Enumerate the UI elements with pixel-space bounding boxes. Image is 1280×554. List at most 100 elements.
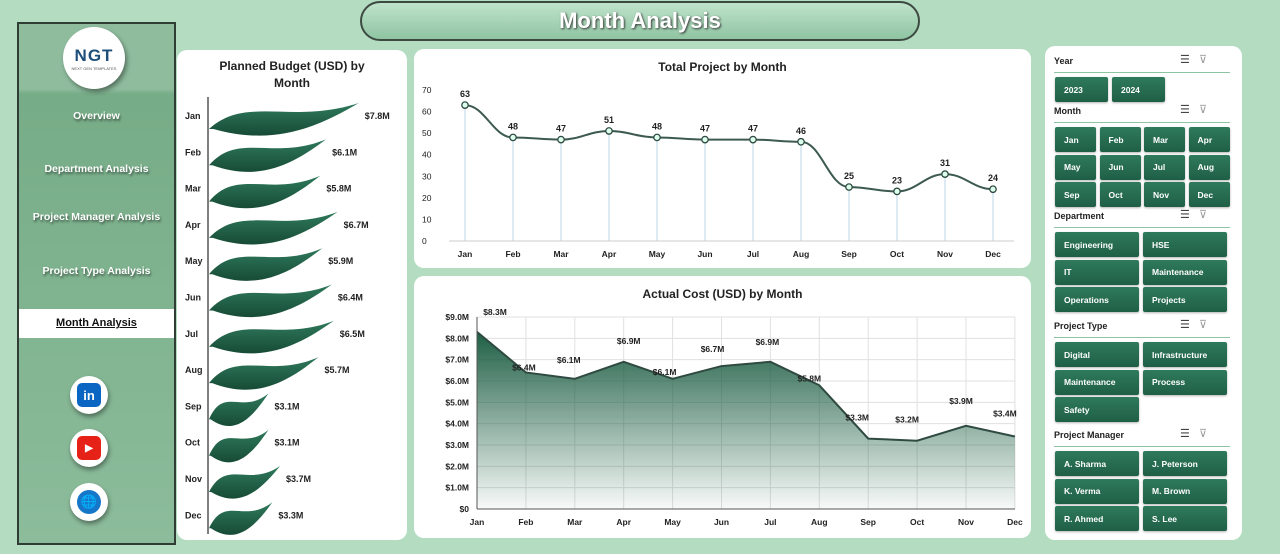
slicer-divider xyxy=(1054,227,1230,228)
multi-select-icon[interactable]: ☰ xyxy=(1180,209,1190,221)
slicer-item[interactable]: Jan xyxy=(1055,127,1096,152)
website-button[interactable]: 🌐 xyxy=(70,483,108,521)
budget-bar xyxy=(209,357,319,390)
clear-filter-icon[interactable]: ⊽ xyxy=(1199,428,1208,440)
x-tick-label: Jul xyxy=(747,249,759,259)
x-tick-label: Jun xyxy=(714,517,729,527)
data-point xyxy=(893,187,901,196)
nav-department-analysis[interactable]: Department Analysis xyxy=(44,163,149,175)
budget-month-label: Sep xyxy=(185,401,202,411)
data-point xyxy=(701,135,709,144)
slicer-item[interactable]: May xyxy=(1055,154,1096,180)
x-tick-label: May xyxy=(649,249,666,259)
slicer-item[interactable]: 2024 xyxy=(1112,77,1165,102)
budget-bar xyxy=(209,139,327,172)
x-tick-label: Mar xyxy=(567,517,583,527)
slicer-item[interactable]: Dec xyxy=(1188,182,1230,208)
clear-filter-icon[interactable]: ⊽ xyxy=(1199,104,1208,116)
data-label: 47 xyxy=(700,124,710,134)
data-label: 48 xyxy=(508,121,518,131)
slicer-item[interactable]: Oct xyxy=(1099,182,1141,208)
slicer-item[interactable]: Digital xyxy=(1055,342,1139,367)
nav-project-manager-analysis[interactable]: Project Manager Analysis xyxy=(32,211,161,223)
slicer-item[interactable]: R. Ahmed xyxy=(1055,506,1139,532)
nav-project-type-analysis[interactable]: Project Type Analysis xyxy=(42,265,151,277)
y-tick-label: 20 xyxy=(422,193,432,203)
slicer-divider xyxy=(1054,72,1230,73)
x-tick-label: Aug xyxy=(793,249,810,259)
budget-bar xyxy=(209,502,273,535)
x-tick-label: Dec xyxy=(1007,517,1023,527)
budget-bar xyxy=(209,248,323,281)
slicer-item[interactable]: HSE xyxy=(1143,232,1227,257)
budget-month-label: Jul xyxy=(185,329,198,339)
budget-value-label: $6.1M xyxy=(332,147,357,157)
slicer-item[interactable]: Projects xyxy=(1143,287,1227,313)
slicer-item[interactable]: K. Verma xyxy=(1055,478,1139,504)
clear-filter-icon[interactable]: ⊽ xyxy=(1199,209,1208,221)
slicer-item[interactable]: Engineering xyxy=(1055,232,1139,257)
x-tick-label: Mar xyxy=(553,249,569,259)
globe-icon: 🌐 xyxy=(77,490,101,514)
slicer-item[interactable]: Jul xyxy=(1144,154,1185,180)
nav-month-analysis[interactable]: Month Analysis xyxy=(19,309,174,338)
data-point xyxy=(797,137,805,146)
y-tick-label: $1.0M xyxy=(445,483,469,493)
data-label: 47 xyxy=(748,124,758,134)
slicer-item[interactable]: IT xyxy=(1055,259,1139,285)
slicer-divider xyxy=(1054,337,1230,338)
data-point xyxy=(605,127,613,135)
linkedin-button[interactable]: in xyxy=(70,376,108,414)
slicer-item[interactable]: Feb xyxy=(1099,127,1141,152)
slicer-item[interactable]: M. Brown xyxy=(1143,478,1227,504)
budget-month-label: Aug xyxy=(185,365,203,375)
budget-bar xyxy=(209,175,321,209)
youtube-button[interactable]: ▶ xyxy=(70,429,108,467)
slicer-item[interactable]: Maintenance xyxy=(1055,369,1139,395)
budget-month-label: Feb xyxy=(185,147,202,157)
clear-filter-icon[interactable]: ⊽ xyxy=(1199,319,1208,331)
data-point xyxy=(989,185,997,194)
data-label: 63 xyxy=(460,89,470,99)
multi-select-icon[interactable]: ☰ xyxy=(1180,428,1190,440)
data-point xyxy=(509,133,517,142)
budget-value-label: $6.7M xyxy=(344,220,369,230)
budget-month-label: Mar xyxy=(185,184,202,194)
slicer-item[interactable]: Aug xyxy=(1188,154,1230,180)
y-tick-label: 70 xyxy=(422,85,432,95)
multi-select-icon[interactable]: ☰ xyxy=(1180,54,1190,66)
slicer-item[interactable]: Safety xyxy=(1055,397,1139,423)
y-tick-label: 30 xyxy=(422,171,432,181)
x-tick-label: Aug xyxy=(811,517,828,527)
slicer-item[interactable]: Jun xyxy=(1099,154,1141,180)
x-tick-label: Jun xyxy=(697,249,712,259)
clear-filter-icon[interactable]: ⊽ xyxy=(1199,54,1208,66)
budget-month-label: Jan xyxy=(185,111,201,121)
slicer-item[interactable]: Process xyxy=(1143,369,1227,395)
budget-value-label: $5.7M xyxy=(324,365,349,375)
slicer-title: Year xyxy=(1054,56,1074,66)
x-tick-label: Sep xyxy=(841,249,857,259)
slicer-item[interactable]: S. Lee xyxy=(1143,506,1227,532)
data-point xyxy=(749,135,757,144)
budget-month-label: May xyxy=(185,256,203,266)
slicer-item[interactable]: Maintenance xyxy=(1143,259,1227,285)
slicer-item[interactable]: Nov xyxy=(1144,182,1185,208)
slicer-item[interactable]: Sep xyxy=(1055,182,1096,208)
slicer-item[interactable]: Operations xyxy=(1055,287,1139,313)
data-label: 47 xyxy=(556,124,566,134)
multi-select-icon[interactable]: ☰ xyxy=(1180,319,1190,331)
slicer-item[interactable]: Apr xyxy=(1188,127,1230,152)
y-tick-label: $3.0M xyxy=(445,440,469,450)
data-label: $6.9M xyxy=(617,336,641,346)
projects-chart: 0 10 20 30 40 50 60 70 Jan Feb Mar Apr May Jun Jul Aug S… xyxy=(422,85,1014,259)
slicer-item[interactable]: 2023 xyxy=(1055,77,1108,102)
slicer-item[interactable]: A. Sharma xyxy=(1055,451,1139,476)
y-tick-label: 40 xyxy=(422,150,432,160)
nav-overview[interactable]: Overview xyxy=(73,110,120,122)
slicer-item[interactable]: J. Peterson xyxy=(1143,451,1227,476)
slicer-item[interactable]: Mar xyxy=(1144,127,1185,152)
data-label: $5.8M xyxy=(797,373,821,383)
multi-select-icon[interactable]: ☰ xyxy=(1180,104,1190,116)
slicer-item[interactable]: Infrastructure xyxy=(1143,342,1227,367)
